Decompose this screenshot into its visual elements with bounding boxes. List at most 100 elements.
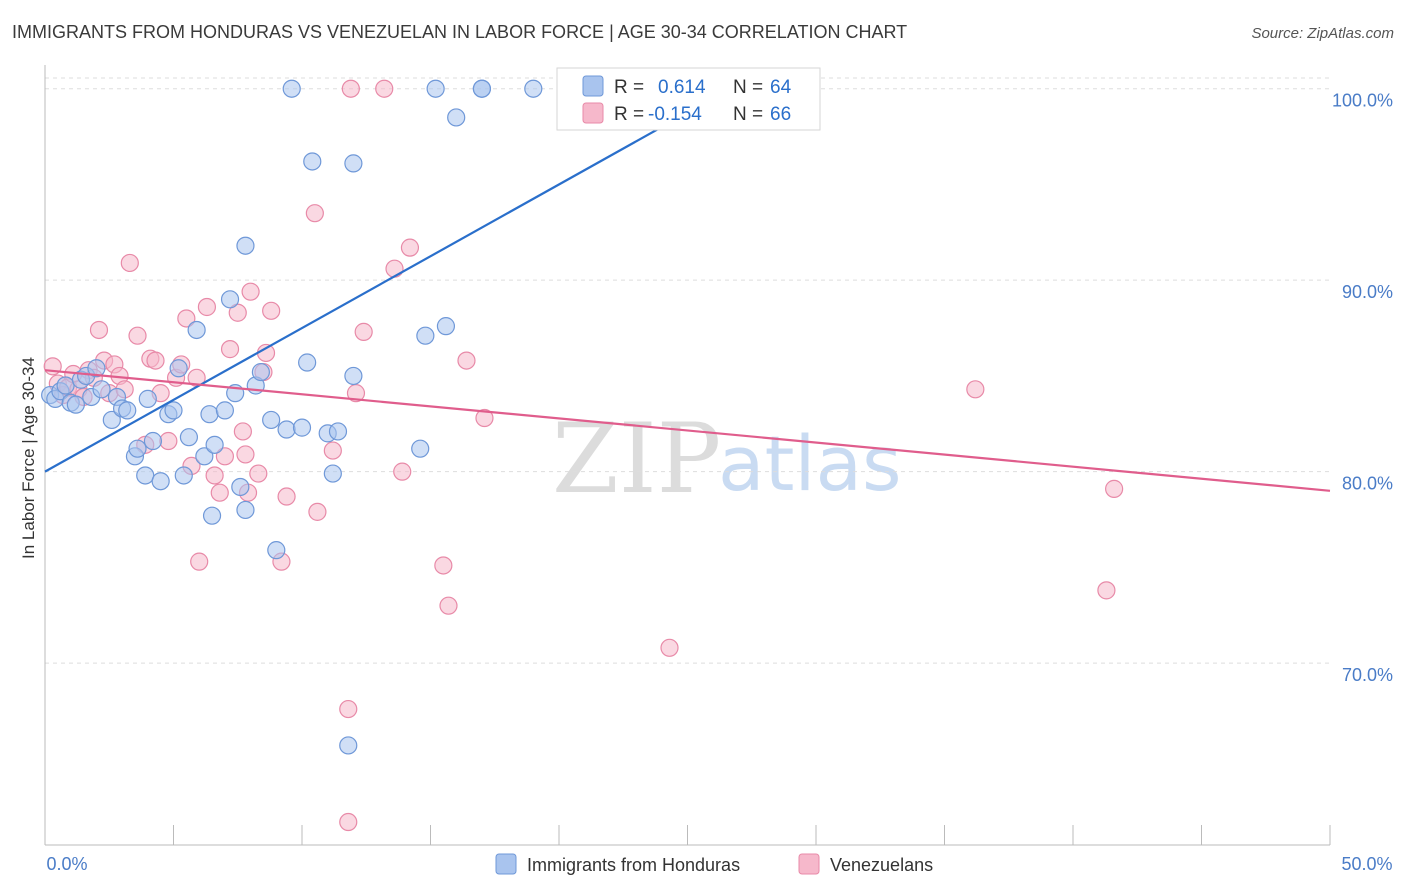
venezuelans-point [146, 351, 165, 370]
honduras-point [303, 152, 322, 171]
venezuelans-point [277, 487, 296, 506]
legend-bottom-swatch-honduras [495, 853, 517, 875]
legend-swatch-pink [582, 102, 604, 124]
honduras-point [298, 353, 317, 372]
honduras-point [267, 541, 286, 560]
venezuelans-point [205, 466, 224, 485]
honduras-point [416, 326, 435, 345]
legend-r-value-pink: -0.154 [648, 104, 702, 125]
correlation-legend: R = 0.614 N = 64 R = -0.154 N = 66 [556, 67, 821, 131]
honduras-point [143, 431, 163, 451]
venezuelans-point [210, 483, 229, 502]
venezuelans-point [400, 238, 420, 257]
honduras-point [472, 79, 491, 98]
honduras-point [169, 359, 188, 378]
honduras-point [118, 401, 137, 420]
venezuelans-point [375, 79, 394, 98]
honduras-point [195, 447, 214, 466]
honduras-point [215, 401, 234, 420]
honduras-point [200, 405, 219, 424]
trend-lines [44, 68, 1331, 492]
honduras-point [231, 477, 250, 497]
honduras-point [236, 500, 255, 520]
venezuelans-trend-line [44, 369, 1331, 492]
venezuelans-point [457, 351, 476, 370]
venezuelans-point [128, 326, 147, 345]
legend-bottom-swatch-venezuelans [798, 853, 820, 875]
venezuelans-point [475, 408, 494, 428]
honduras-point [136, 466, 155, 485]
honduras-point [328, 422, 348, 441]
honduras-point [282, 79, 301, 98]
honduras-point [128, 439, 147, 458]
venezuelans-point [339, 699, 358, 719]
venezuelans-point [1097, 581, 1116, 600]
honduras-point [205, 435, 224, 454]
y-axis-title: In Labor Force | Age 30-34 [19, 357, 38, 559]
watermark: ZIP atlas [552, 403, 902, 515]
honduras-point [524, 79, 543, 98]
honduras-point [447, 108, 466, 127]
venezuelans-point [308, 502, 327, 521]
honduras-point [102, 410, 121, 430]
watermark-atlas: atlas [718, 419, 902, 508]
venezuelans-point [346, 384, 366, 403]
honduras-point [138, 389, 157, 408]
honduras-point [262, 410, 281, 430]
honduras-point [236, 236, 255, 255]
venezuelans-point [385, 259, 404, 278]
venezuelans-point [197, 297, 217, 317]
honduras-point [277, 420, 296, 439]
legend-r-label-pink: R = [614, 104, 644, 125]
honduras-point [344, 154, 363, 173]
venezuelans-point [233, 422, 252, 441]
venezuelans-point [966, 380, 985, 399]
honduras-point [339, 736, 358, 755]
y-tick-label: 100.0% [1332, 91, 1393, 111]
legend-bottom-label-venezuelans: Venezuelans [830, 855, 933, 875]
honduras-point [151, 472, 170, 491]
axis-layer: 70.0% 80.0% 90.0% 100.0% 0.0% 50.0% [44, 65, 1393, 874]
venezuelans-point [1105, 479, 1124, 498]
honduras-point [411, 439, 430, 458]
legend-n-value-pink: 66 [770, 104, 791, 125]
y-tick-label: 90.0% [1342, 282, 1393, 302]
venezuelans-point [190, 552, 209, 571]
honduras-point [66, 395, 85, 414]
legend-swatch-blue [582, 75, 604, 97]
honduras-point [292, 418, 312, 437]
honduras-point [174, 466, 193, 485]
venezuelans-point [120, 253, 139, 273]
honduras-point [436, 317, 456, 336]
venezuelans-point [262, 301, 281, 320]
venezuelans-point [434, 556, 453, 575]
honduras-point [179, 428, 199, 447]
venezuelans-point [341, 79, 360, 98]
venezuelans-point [177, 309, 196, 328]
honduras-point [251, 362, 270, 382]
venezuelans-point [660, 638, 679, 657]
x-tick-label: 0.0% [46, 854, 87, 874]
honduras-point [202, 506, 222, 525]
venezuelans-point [236, 445, 255, 464]
honduras-point [187, 320, 206, 340]
legend-r-value-blue: 0.614 [658, 77, 706, 98]
venezuelans-point [89, 320, 109, 340]
venezuelans-point [215, 447, 234, 466]
legend-r-label-blue: R = [614, 77, 644, 98]
honduras-point [344, 366, 363, 386]
honduras-point [323, 464, 342, 483]
grid-layer [45, 77, 1330, 664]
venezuelans-point [220, 340, 240, 359]
honduras-point [164, 401, 183, 420]
venezuelans-point [339, 812, 358, 832]
honduras-point [56, 376, 75, 395]
chart-title: IMMIGRANTS FROM HONDURAS VS VENEZUELAN I… [12, 22, 908, 42]
honduras-point [92, 380, 111, 399]
legend-bottom-label-honduras: Immigrants from Honduras [527, 855, 740, 875]
honduras-point [87, 359, 106, 378]
venezuelans-point [249, 464, 268, 483]
venezuelans-point [323, 441, 342, 460]
venezuelans-point [305, 204, 324, 223]
